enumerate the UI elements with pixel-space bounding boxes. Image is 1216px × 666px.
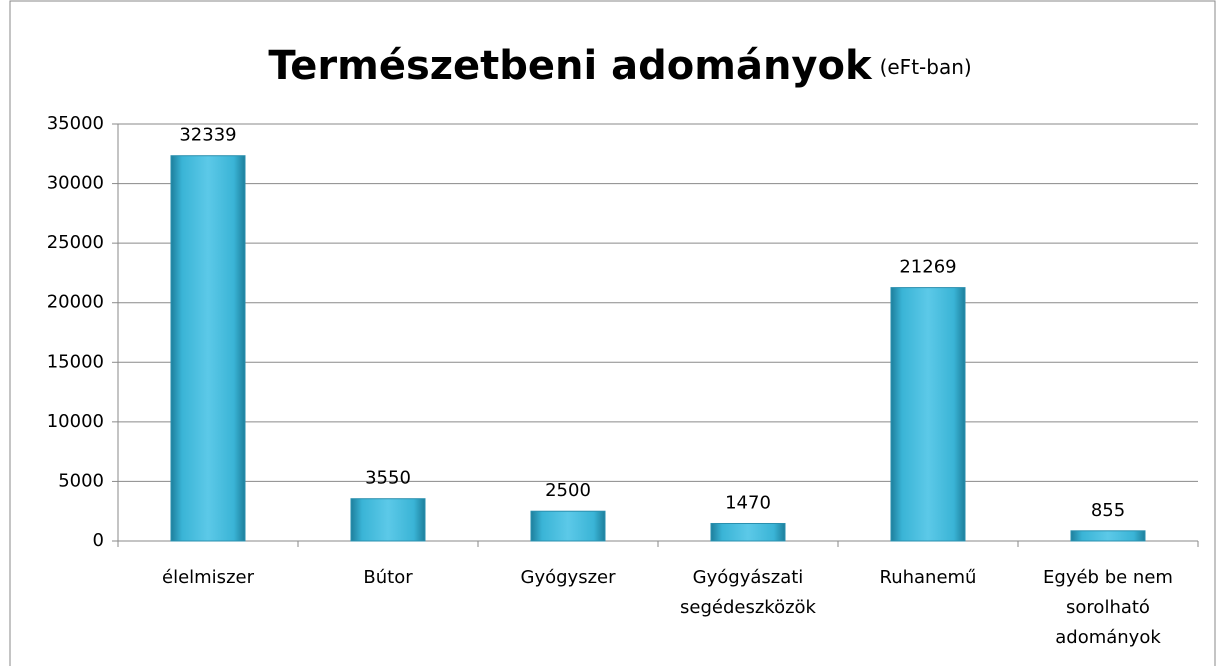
y-tick-label: 20000 — [47, 292, 104, 313]
bar — [170, 155, 246, 542]
y-tick-label: 15000 — [47, 351, 104, 372]
x-tick-label: sorolható — [1066, 597, 1150, 618]
data-label: 3550 — [365, 468, 411, 489]
x-tick-label: Gyógyászati — [693, 567, 804, 588]
x-tick-label: segédeszközök — [680, 597, 817, 618]
bar — [1070, 530, 1146, 542]
x-tick-label: Egyéb be nem — [1043, 567, 1173, 588]
chart-title: Természetbeni adományok (eFt-ban) — [268, 43, 971, 89]
x-tick-label: Bútor — [363, 567, 413, 588]
data-label: 1470 — [725, 492, 771, 513]
subtitle: (eFt-ban) — [880, 55, 972, 79]
data-label: 2500 — [545, 480, 591, 501]
bar — [710, 522, 786, 542]
title: Természetbeni adományok — [268, 43, 873, 89]
data-label: 855 — [1091, 500, 1125, 521]
y-tick-label: 35000 — [47, 113, 104, 134]
bar — [530, 510, 606, 542]
y-tick-label: 10000 — [47, 411, 104, 432]
y-tick-label: 30000 — [47, 173, 104, 194]
y-tick-label: 0 — [93, 530, 104, 551]
data-label: 32339 — [179, 125, 236, 146]
x-tick-label: Gyógyszer — [521, 567, 617, 588]
x-tick-label: élelmiszer — [162, 567, 255, 588]
data-label: 21269 — [899, 257, 956, 278]
y-tick-label: 25000 — [47, 232, 104, 253]
x-tick-label: adományok — [1055, 627, 1161, 648]
y-tick-label: 5000 — [58, 470, 104, 491]
bar — [890, 287, 966, 542]
bar — [350, 498, 426, 542]
x-tick-label: Ruhanemű — [880, 567, 977, 588]
